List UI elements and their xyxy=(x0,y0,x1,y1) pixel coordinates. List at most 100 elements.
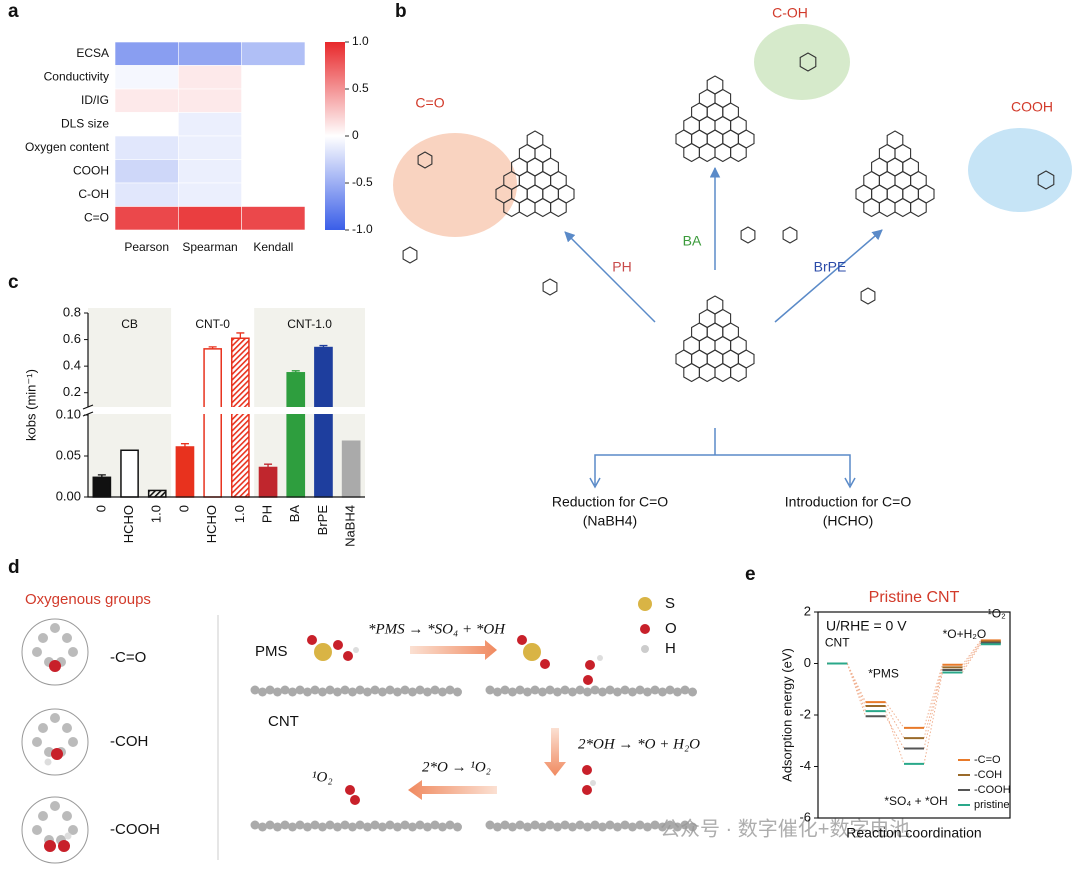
atom xyxy=(385,820,395,830)
highlight xyxy=(968,128,1072,212)
arrow xyxy=(594,428,851,485)
atom xyxy=(393,822,402,832)
species-label: CNT xyxy=(268,713,299,730)
heat-cell xyxy=(178,112,242,137)
atom xyxy=(688,687,697,697)
ring xyxy=(417,151,433,169)
atom xyxy=(575,820,585,830)
connector xyxy=(962,640,982,666)
atom xyxy=(500,820,510,830)
group-label: -C=O xyxy=(110,649,146,666)
atom xyxy=(265,685,275,695)
panel-label: c xyxy=(8,272,19,293)
atom xyxy=(32,737,42,747)
ring xyxy=(714,362,732,383)
x-tick-label: PH xyxy=(259,505,274,523)
column-label: Kendall xyxy=(253,240,293,254)
legend-text: S xyxy=(665,595,675,612)
atom xyxy=(523,687,532,697)
ring xyxy=(910,197,927,218)
panel-label: b xyxy=(395,1,407,22)
y-tick-label: -4 xyxy=(799,758,811,773)
atom xyxy=(590,820,600,830)
y-tick-label: 0.8 xyxy=(63,304,81,319)
atom xyxy=(438,687,447,697)
y-tick-label: 0.4 xyxy=(63,358,81,373)
atom xyxy=(325,820,335,830)
y-tick-label: 0 xyxy=(804,655,811,670)
heat-cell xyxy=(178,65,242,90)
atom xyxy=(423,822,432,832)
ring xyxy=(698,362,716,383)
atom xyxy=(340,820,350,830)
atom xyxy=(273,687,282,697)
atom xyxy=(68,647,78,657)
atom xyxy=(585,660,595,670)
category-label: *O+H₂O xyxy=(943,627,987,641)
atom xyxy=(38,633,48,643)
connector xyxy=(961,643,982,673)
x-tick-label: HCHO xyxy=(204,505,219,543)
heat-cell xyxy=(241,41,306,66)
atom xyxy=(50,713,60,723)
group-circle xyxy=(21,796,89,864)
x-tick-label: 1.0 xyxy=(149,505,164,523)
colorbar-tick-label: -0.5 xyxy=(352,175,373,189)
atom xyxy=(340,685,350,695)
atom xyxy=(288,687,297,697)
group-label: -COH xyxy=(110,733,148,750)
atom xyxy=(51,748,63,760)
atom xyxy=(590,685,600,695)
colorbar-tick-label: 1.0 xyxy=(352,34,369,48)
connector xyxy=(885,705,905,739)
atom xyxy=(560,820,570,830)
atom xyxy=(38,811,48,821)
ring xyxy=(1037,170,1055,190)
y-tick-label: -2 xyxy=(799,706,811,721)
atom xyxy=(500,685,510,695)
atoms xyxy=(32,623,697,852)
arrow xyxy=(774,229,883,323)
panel-label: e xyxy=(745,564,756,585)
atom xyxy=(363,822,372,832)
atom xyxy=(250,685,260,695)
heat-cell xyxy=(178,88,242,113)
bar xyxy=(120,449,139,498)
bar xyxy=(231,337,250,498)
bar xyxy=(175,446,195,498)
atom xyxy=(250,820,260,830)
group-label: CNT-0 xyxy=(195,317,230,331)
atom xyxy=(575,685,585,695)
x-tick-label: BrPE xyxy=(315,505,330,536)
atom xyxy=(408,822,417,832)
scheme-b: C=O C-OH COOH PH BA BrPE Reduction for C… xyxy=(393,5,1072,529)
atom xyxy=(353,647,359,653)
atom xyxy=(583,675,593,685)
ring xyxy=(863,197,880,218)
heat-cell xyxy=(178,41,242,66)
atom xyxy=(597,655,603,661)
connector xyxy=(846,663,867,712)
product-label: ¹O₂ xyxy=(312,769,333,785)
atom xyxy=(650,820,660,830)
atom xyxy=(582,785,592,795)
y-axis-label: kobs (min⁻¹) xyxy=(23,369,38,441)
atom xyxy=(280,685,290,695)
atom xyxy=(430,685,440,695)
atom xyxy=(438,822,447,832)
equation: 2*O → ¹O₂ xyxy=(422,759,491,775)
atom xyxy=(44,840,56,852)
atom xyxy=(665,820,675,830)
ring xyxy=(878,197,896,218)
atom xyxy=(318,822,327,832)
ring xyxy=(714,142,732,163)
colorbar-tick-label: 0.5 xyxy=(352,81,369,95)
connector xyxy=(923,664,943,729)
atom xyxy=(680,820,690,830)
ring xyxy=(542,278,558,296)
atom xyxy=(658,822,667,832)
atom xyxy=(583,822,592,832)
heat-cell xyxy=(114,65,179,90)
group-label: COOH xyxy=(1011,99,1053,115)
atom xyxy=(568,687,577,697)
